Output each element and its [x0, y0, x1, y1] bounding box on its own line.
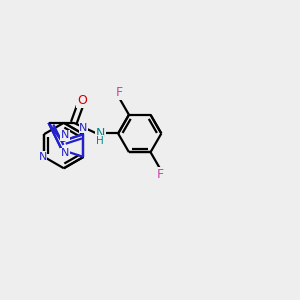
Text: F: F	[116, 86, 123, 99]
Text: N: N	[61, 130, 69, 140]
Text: N: N	[38, 152, 47, 162]
Text: F: F	[157, 168, 164, 181]
Text: N: N	[61, 148, 69, 158]
Text: N: N	[95, 127, 105, 140]
Text: H: H	[96, 136, 104, 146]
Text: N: N	[79, 123, 88, 133]
Text: O: O	[77, 94, 87, 107]
